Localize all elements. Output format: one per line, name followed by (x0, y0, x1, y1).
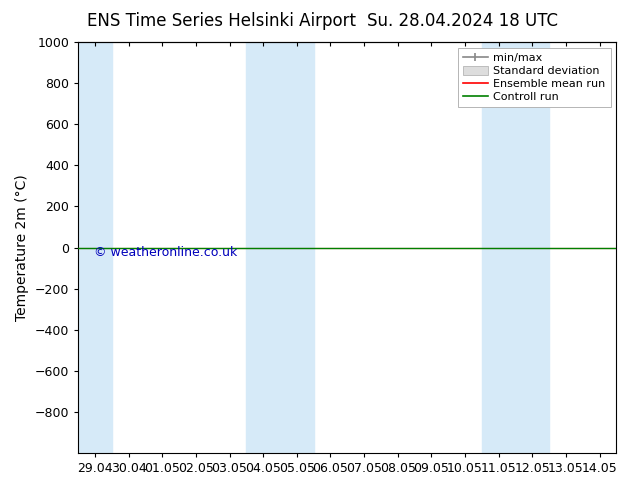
Bar (247, 42, 314, 453)
Y-axis label: Temperature 2m (°C): Temperature 2m (°C) (15, 174, 29, 321)
Text: Su. 28.04.2024 18 UTC: Su. 28.04.2024 18 UTC (367, 12, 559, 30)
Text: © weatheronline.co.uk: © weatheronline.co.uk (94, 246, 238, 259)
Text: ENS Time Series Helsinki Airport: ENS Time Series Helsinki Airport (87, 12, 356, 30)
Bar (78, 42, 112, 453)
Bar (482, 42, 549, 453)
Legend: min/max, Standard deviation, Ensemble mean run, Controll run: min/max, Standard deviation, Ensemble me… (458, 48, 611, 107)
